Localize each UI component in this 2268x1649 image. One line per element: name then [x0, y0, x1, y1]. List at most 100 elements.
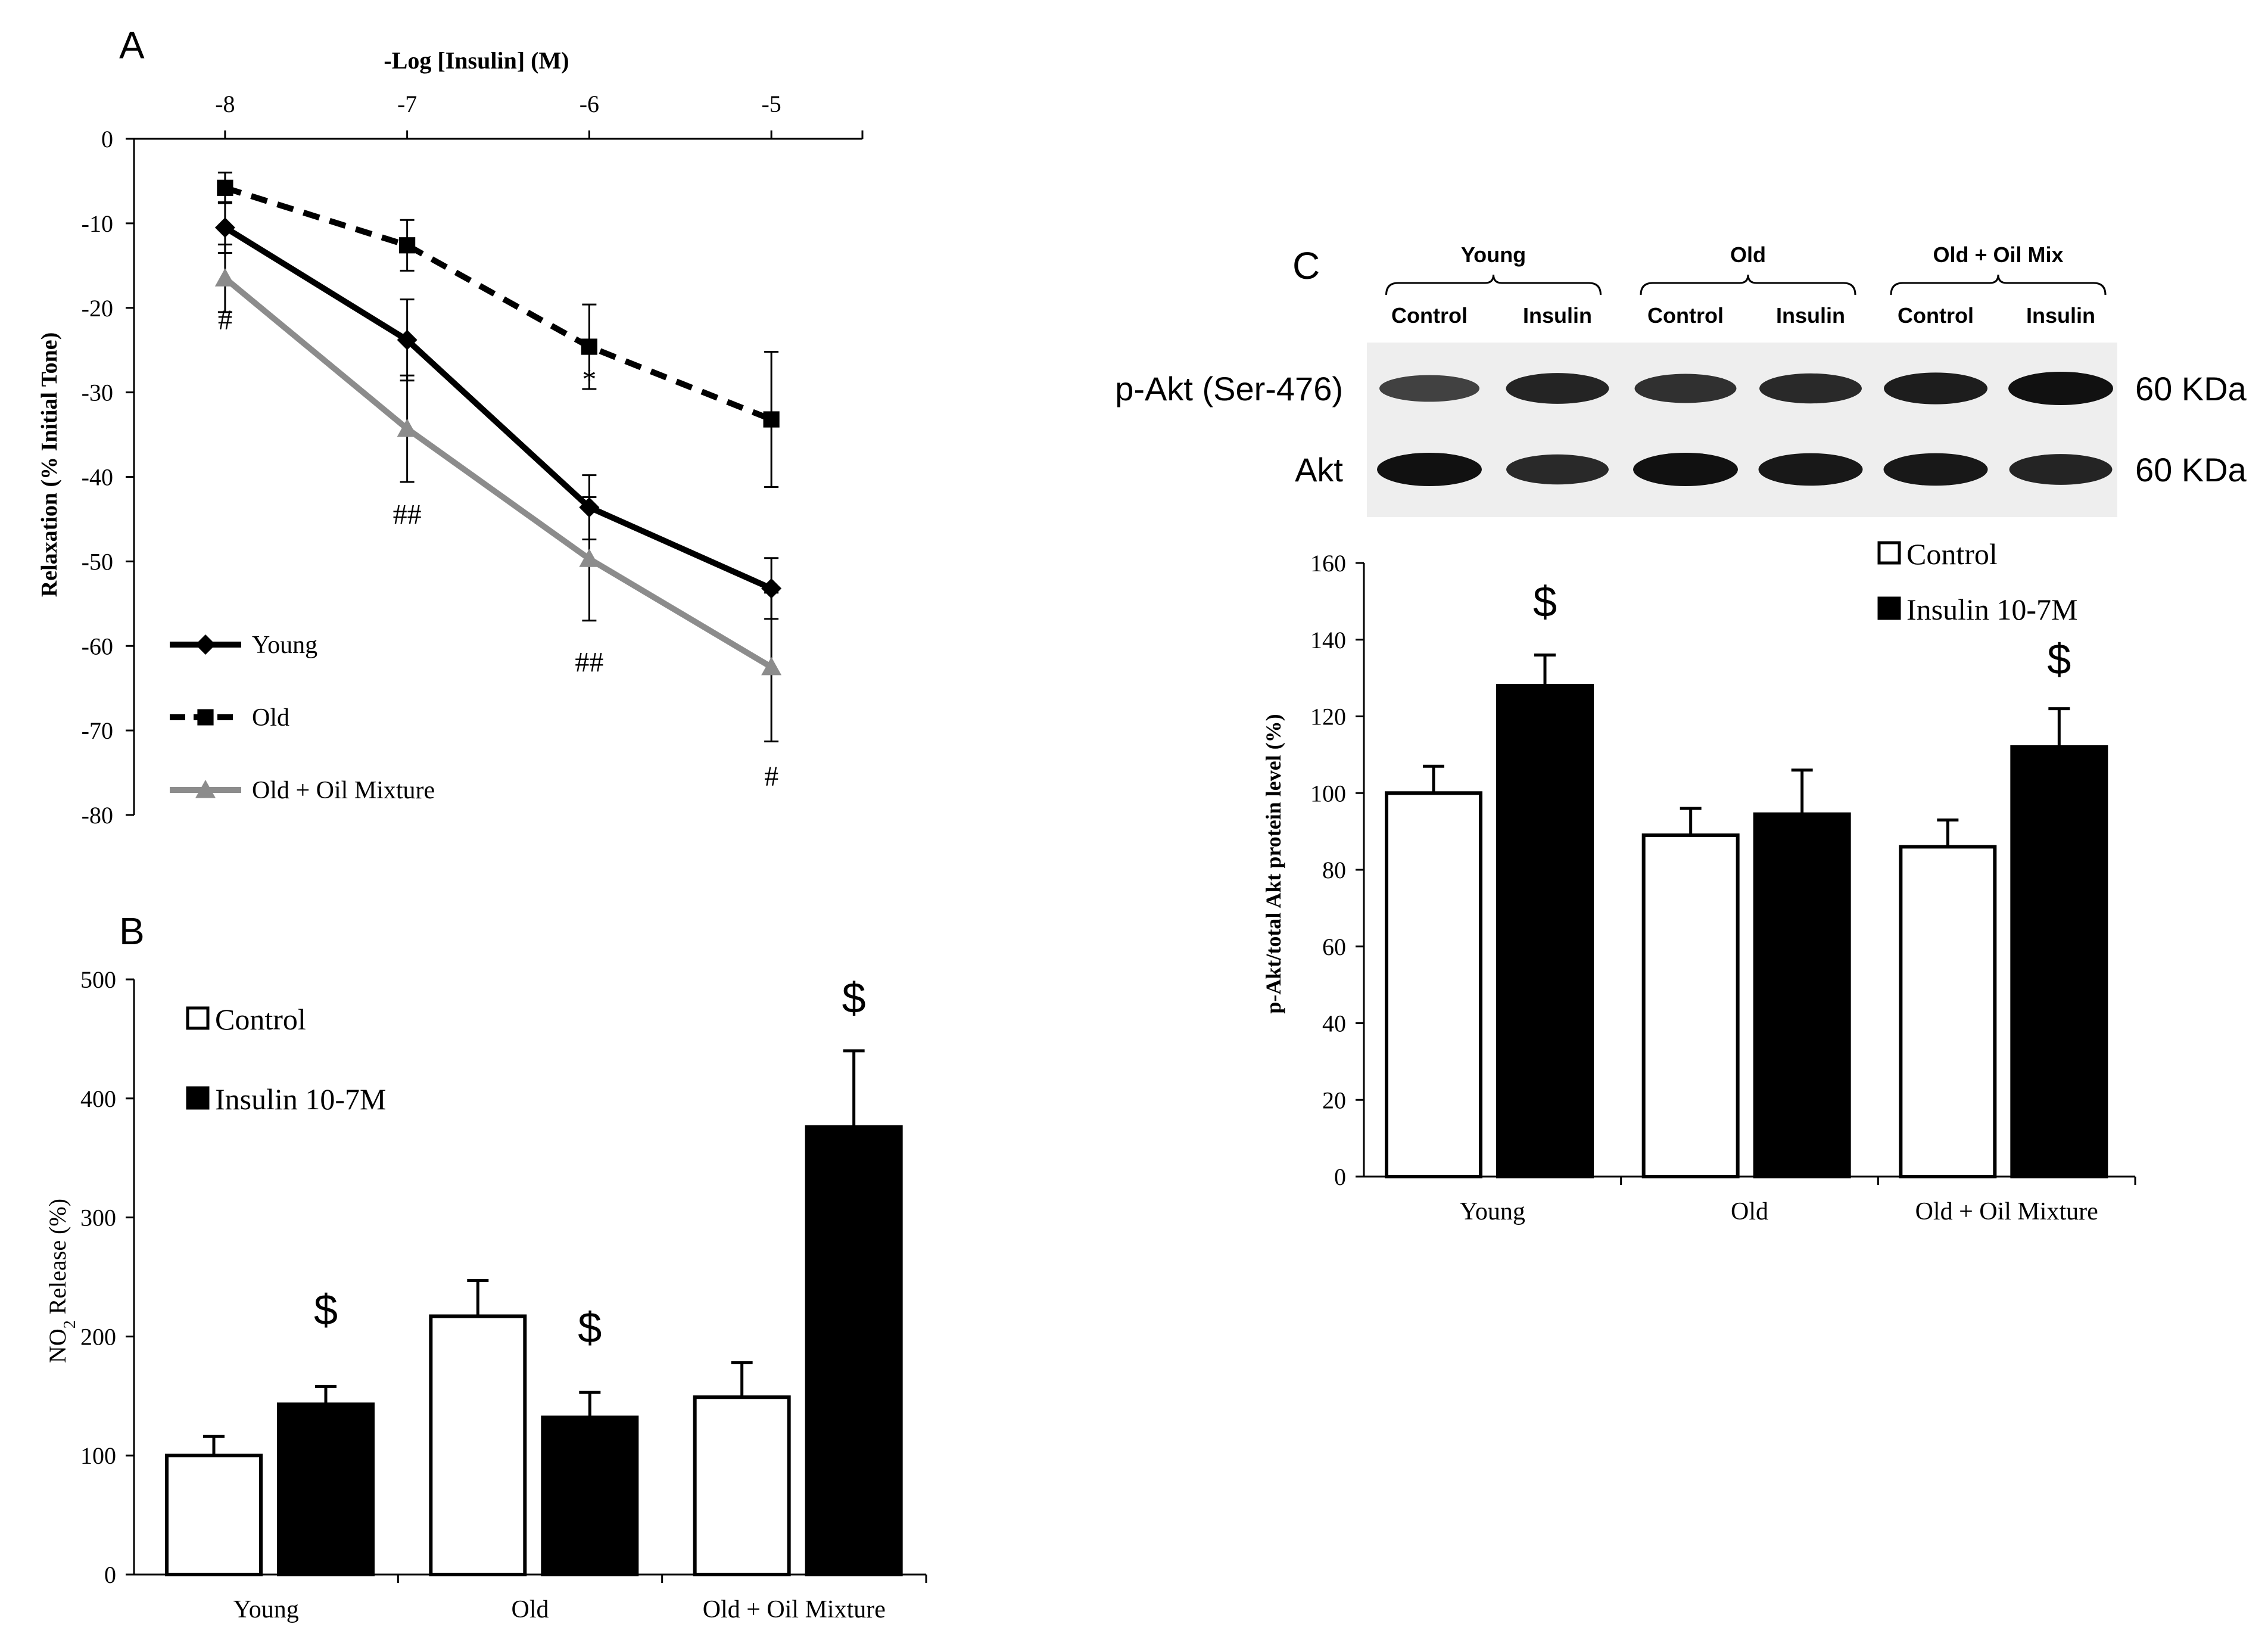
blot-band: [1633, 453, 1738, 486]
category-label: Old + Oil Mixture: [703, 1596, 886, 1623]
control-bar: [1641, 833, 1740, 1178]
legend-swatch-control: [1877, 541, 1901, 565]
y-tick-label: 400: [80, 1085, 116, 1112]
blot-group-label: Old: [1730, 242, 1766, 267]
panel-a-x-tick-label: -7: [397, 91, 417, 117]
control-bar: [693, 1395, 791, 1577]
y-tick-label: 100: [80, 1442, 116, 1469]
y-tick-label: 120: [1310, 704, 1346, 730]
panel-a-y-tick-label: -80: [82, 802, 113, 829]
data-point: [397, 329, 418, 350]
legend-swatch-insulin: [1877, 596, 1901, 620]
series-line-old-oil-mixture: [223, 276, 773, 670]
blot-band: [1506, 454, 1609, 485]
data-point: [214, 268, 235, 287]
y-tick-label: 160: [1310, 550, 1346, 577]
data-point: [581, 338, 597, 355]
data-point: [399, 237, 416, 254]
control-bar: [165, 1454, 263, 1576]
y-tick-label: 40: [1322, 1010, 1346, 1037]
blot-band: [1759, 373, 1862, 404]
significance-mark: $: [314, 1286, 338, 1334]
group-bracket: [1385, 274, 1602, 295]
category-label: Old: [512, 1596, 549, 1623]
legend-label: Old: [252, 704, 289, 732]
y-tick-label: 0: [104, 1561, 116, 1588]
panel-letter-b: B: [119, 910, 145, 953]
significance-mark: #: [218, 304, 232, 336]
y-tick-label: 20: [1322, 1087, 1346, 1113]
significance-mark: $: [842, 975, 866, 1022]
blot-lane-label: Control: [1391, 303, 1468, 328]
significance-mark: *: [582, 363, 596, 395]
panel-letter-a: A: [119, 24, 145, 67]
blot-row-label: Akt: [1295, 451, 1343, 489]
blot-band: [1377, 453, 1482, 486]
y-tick-label: 80: [1322, 857, 1346, 883]
insulin-bar: [277, 1402, 375, 1576]
blot-band: [1758, 453, 1863, 486]
category-label: Old + Oil Mixture: [1915, 1198, 2098, 1225]
control-bar: [1385, 791, 1482, 1178]
data-point: [217, 179, 233, 196]
legend-label: Control: [1906, 537, 1998, 571]
y-tick-label: 500: [80, 966, 116, 993]
y-tick-label: 200: [80, 1323, 116, 1350]
panel-a-y-tick-label: -60: [82, 633, 113, 659]
panel-b-bar-chart: NO2 Release (%) 0 100 200 300 400 500 Young Old…: [44, 966, 927, 1623]
y-tick-label: 100: [1310, 780, 1346, 807]
category-label: Young: [233, 1596, 299, 1623]
significance-mark: ##: [393, 499, 422, 530]
panel-a-x-tick-label: -5: [761, 91, 781, 117]
panel-a-y-tick-label: 0: [101, 126, 113, 153]
panel-a-y-tick-label: -40: [82, 464, 113, 491]
legend-swatch-control: [186, 1006, 210, 1030]
group-bracket: [1890, 274, 2107, 295]
control-bar: [1899, 845, 1997, 1178]
western-blot: Young Old Old + Oil Mix Control Insulin Contr…: [1115, 242, 2247, 517]
blot-band: [2009, 454, 2113, 485]
legend-label: Insulin 10-7M: [1906, 593, 2078, 626]
panel-a-x-axis-title: -Log [Insulin] (M): [384, 47, 569, 74]
insulin-bar: [1496, 684, 1594, 1178]
significance-mark: $: [1533, 578, 1557, 626]
legend-marker: [195, 634, 216, 655]
legend-marker: [195, 780, 216, 798]
blot-band: [2008, 372, 2113, 405]
blot-lane-label: Insulin: [2026, 303, 2095, 328]
panel-a-x-tick-label: -6: [580, 91, 599, 117]
data-point: [763, 411, 780, 428]
blot-band: [1506, 373, 1609, 404]
data-point: [214, 217, 235, 238]
panel-c-y-axis-title: p-Akt/total Akt protein level (%): [1261, 714, 1285, 1013]
panel-a-line-chart: -Log [Insulin] (M) Relaxation (% Initial…: [37, 47, 864, 829]
insulin-bar: [541, 1415, 639, 1576]
y-tick-label: 300: [80, 1205, 116, 1231]
data-point: [397, 418, 418, 437]
data-point: [579, 549, 600, 567]
category-label: Young: [1460, 1198, 1525, 1225]
panel-a-y-axis-title: Relaxation (% Initial Tone): [37, 332, 62, 597]
y-tick-label: 140: [1310, 627, 1346, 654]
blot-size-label: 60 KDa: [2135, 370, 2247, 407]
insulin-bar: [2010, 745, 2108, 1178]
panel-a-y-tick-label: -70: [82, 717, 113, 744]
significance-mark: ##: [575, 647, 603, 679]
blot-band: [1884, 372, 1987, 405]
data-point: [761, 657, 782, 676]
blot-band: [1883, 453, 1988, 486]
panel-a-x-tick-label: -8: [215, 91, 235, 117]
legend-swatch-insulin: [186, 1086, 210, 1110]
y-tick-label: 60: [1322, 934, 1346, 960]
y-tick-label: 0: [1334, 1163, 1346, 1190]
panel-a-y-tick-label: -30: [82, 379, 113, 406]
significance-mark: #: [764, 761, 778, 792]
panel-a-y-tick-label: -50: [82, 548, 113, 575]
blot-band: [1379, 375, 1479, 402]
legend-label: Insulin 10-7M: [215, 1082, 387, 1116]
panel-a-y-tick-label: -20: [82, 295, 113, 322]
panel-a-y-tick-label: -10: [82, 210, 113, 237]
blot-lane-label: Insulin: [1523, 303, 1592, 328]
group-bracket: [1640, 274, 1856, 295]
